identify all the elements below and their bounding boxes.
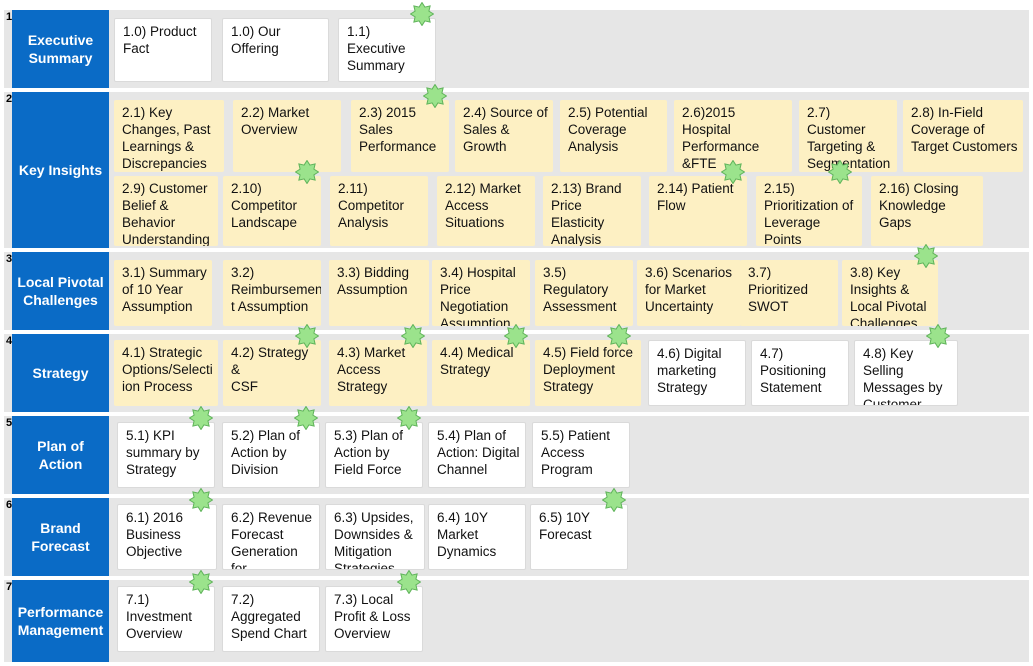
section-number: 4: [6, 335, 13, 347]
star-icon: [422, 83, 448, 109]
step-card[interactable]: 3.2) Reimbursemen t Assumption: [223, 260, 321, 326]
section-number: 7: [6, 581, 13, 593]
section-number: 2: [6, 93, 13, 105]
section-label: Plan of Action: [12, 416, 109, 494]
step-card[interactable]: 2.3) 2015 Sales Performance: [351, 100, 449, 172]
section-label: Executive Summary: [12, 10, 109, 88]
step-card[interactable]: 3.1) Summary of 10 Year Assumption: [114, 260, 212, 326]
step-card[interactable]: 7.3) Local Profit & Loss Overview: [325, 586, 423, 652]
star-icon: [925, 323, 951, 349]
section-row-3: 3 Local Pivotal Challenges 3.1) Summary of…: [4, 243, 1029, 330]
step-card[interactable]: 3.8) Key Insights & Local Pivotal Challe…: [842, 260, 938, 326]
star-icon: [396, 405, 422, 431]
section-label: Performance Management: [12, 580, 109, 662]
step-card[interactable]: 3.4) Hospital Price Negotiation Assumpti…: [432, 260, 530, 326]
step-card[interactable]: 2.6)2015 Hospital Performance &FTE Produ…: [674, 100, 792, 172]
step-card[interactable]: 1.1) Executive Summary: [338, 18, 436, 82]
star-icon: [188, 405, 214, 431]
star-icon: [294, 159, 320, 185]
step-card[interactable]: 4.5) Field force Deployment Strategy: [535, 340, 641, 406]
star-icon: [396, 569, 422, 595]
star-icon: [294, 323, 320, 349]
section-label: Local Pivotal Challenges: [12, 252, 109, 330]
section-label: Key Insights: [12, 92, 109, 248]
star-icon: [409, 1, 435, 27]
step-card[interactable]: 6.2) Revenue Forecast Generation for 201…: [222, 504, 320, 570]
star-icon: [720, 159, 746, 185]
step-card[interactable]: 4.7) Positioning Statement: [751, 340, 849, 406]
star-icon: [188, 569, 214, 595]
star-icon: [188, 487, 214, 513]
step-card[interactable]: 2.16) Closing Knowledge Gaps: [871, 176, 983, 246]
step-card[interactable]: 2.2) Market Overview: [233, 100, 341, 172]
step-card[interactable]: 3.6) Scenarios for Market Uncertainty: [637, 260, 741, 326]
step-card[interactable]: 4.3) Market Access Strategy: [329, 340, 427, 406]
section-label: Brand Forecast: [12, 498, 109, 576]
step-card[interactable]: 5.1) KPI summary by Strategy: [117, 422, 215, 488]
star-icon: [913, 243, 939, 269]
star-icon: [400, 323, 426, 349]
step-card[interactable]: 7.2) Aggregated Spend Chart: [222, 586, 320, 652]
step-card[interactable]: 5.5) Patient Access Program: [532, 422, 630, 488]
step-card[interactable]: 1.0) Product Fact: [114, 18, 212, 82]
section-label: Strategy: [12, 334, 109, 412]
step-card[interactable]: 2.15) Prioritization of Leverage Points: [756, 176, 862, 246]
step-card[interactable]: 2.13) Brand Price Elasticity Analysis: [543, 176, 641, 246]
section-row-4: 4 Strategy 4.1) Strategic Options/Selecti …: [4, 323, 1029, 412]
star-icon: [503, 323, 529, 349]
step-card[interactable]: 3.5) Regulatory Assessment: [535, 260, 633, 326]
step-card[interactable]: 2.14) Patient Flow: [649, 176, 747, 246]
step-card[interactable]: 6.3) Upsides, Downsides & Mitigation Str…: [325, 504, 425, 570]
section-number: 5: [6, 417, 13, 429]
step-card[interactable]: 2.12) Market Access Situations: [437, 176, 535, 246]
step-card[interactable]: 5.3) Plan of Action by Field Force: [325, 422, 423, 488]
step-card[interactable]: 3.3) Bidding Assumption: [329, 260, 429, 326]
step-card[interactable]: 3.7) Prioritized SWOT: [740, 260, 838, 326]
section-number: 1: [6, 11, 13, 23]
star-icon: [293, 405, 319, 431]
step-card[interactable]: 2.9) Customer Belief & Behavior Understa…: [114, 176, 218, 246]
star-icon: [827, 159, 853, 185]
step-card[interactable]: 7.1) Investment Overview: [117, 586, 215, 652]
step-card[interactable]: 2.7) Customer Targeting & Segmentation: [799, 100, 897, 172]
step-card[interactable]: 4.2) Strategy & CSF: [223, 340, 321, 406]
step-card[interactable]: 4.6) Digital marketing Strategy: [648, 340, 746, 406]
section-row-5: 5 Plan of Action 5.1) KPI summary by Strat…: [4, 405, 1029, 494]
step-card[interactable]: 4.8) Key Selling Messages by Customer Se…: [854, 340, 958, 406]
step-card[interactable]: 4.1) Strategic Options/Selecti ion Proce…: [114, 340, 218, 406]
step-card[interactable]: 2.11) Competitor Analysis: [330, 176, 428, 246]
star-icon: [606, 323, 632, 349]
section-row-1: 1 Executive Summary 1.0) Product Fact 1.0) …: [4, 1, 1029, 88]
section-number: 3: [6, 253, 13, 265]
step-card[interactable]: 4.4) Medical Strategy: [432, 340, 530, 406]
section-row-7: 7 Performance Management 7.1) Investment O…: [4, 569, 1029, 662]
step-card[interactable]: 6.4) 10Y Market Dynamics: [428, 504, 526, 570]
step-card[interactable]: 5.2) Plan of Action by Division: [222, 422, 320, 488]
step-card[interactable]: 6.1) 2016 Business Objective: [117, 504, 217, 570]
step-card[interactable]: 2.10) Competitor Landscape: [223, 176, 321, 246]
step-card[interactable]: 2.1) Key Changes, Past Learnings & Discr…: [114, 100, 224, 172]
step-card[interactable]: 1.0) Our Offering: [222, 18, 329, 82]
step-card[interactable]: 2.8) In-Field Coverage of Target Custome…: [903, 100, 1023, 172]
step-card[interactable]: 2.4) Source of Sales & Growth: [455, 100, 553, 172]
section-number: 6: [6, 499, 13, 511]
step-card[interactable]: 5.4) Plan of Action: Digital Channel: [428, 422, 526, 488]
star-icon: [601, 487, 627, 513]
section-row-2: 2 Key Insights 2.1) Key Changes, Past Lear…: [4, 83, 1029, 248]
section-row-6: 6 Brand Forecast 6.1) 2016 Business Object…: [4, 487, 1029, 576]
step-card[interactable]: 6.5) 10Y Forecast: [530, 504, 628, 570]
step-card[interactable]: 2.5) Potential Coverage Analysis: [560, 100, 667, 172]
